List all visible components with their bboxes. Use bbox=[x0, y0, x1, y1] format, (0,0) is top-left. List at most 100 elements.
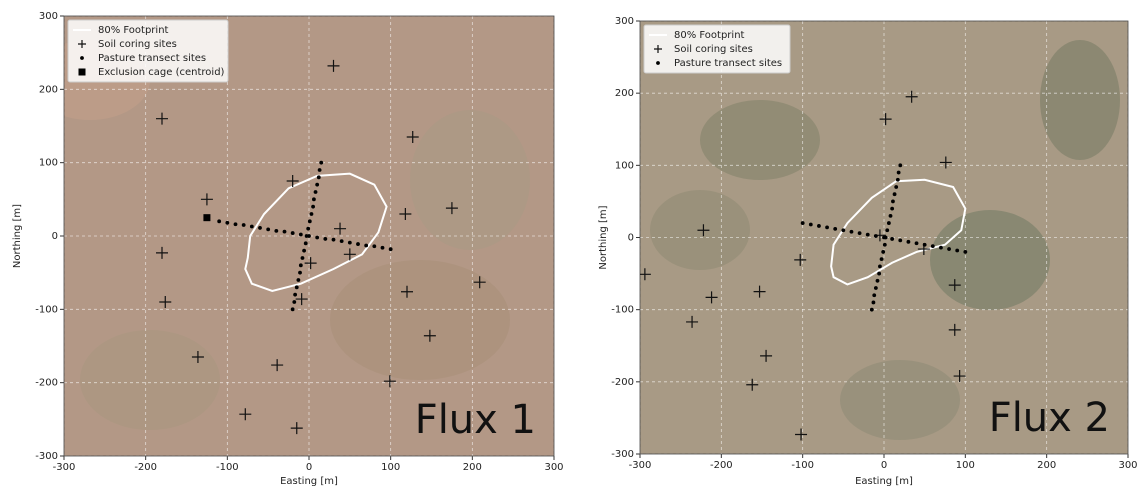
transect-site bbox=[258, 226, 262, 230]
transect-site bbox=[893, 192, 897, 196]
transect-site bbox=[296, 278, 300, 282]
y-tick-label: 0 bbox=[628, 233, 634, 244]
transect-site bbox=[877, 272, 881, 276]
transect-site bbox=[308, 219, 312, 223]
transect-site bbox=[897, 171, 901, 175]
legend-symbol bbox=[79, 69, 86, 76]
imagery-patch bbox=[840, 360, 960, 440]
transect-site bbox=[372, 244, 376, 248]
transect-site bbox=[883, 243, 887, 247]
transect-site bbox=[302, 249, 306, 253]
transect-site bbox=[242, 223, 246, 227]
transect-site bbox=[876, 279, 880, 283]
y-tick-label: 100 bbox=[615, 160, 634, 171]
transect-site bbox=[825, 225, 829, 229]
transect-site bbox=[291, 307, 295, 311]
transect-site bbox=[898, 238, 902, 242]
transect-site bbox=[890, 237, 894, 241]
x-tick-label: 100 bbox=[381, 462, 400, 473]
transect-site bbox=[874, 286, 878, 290]
transect-site bbox=[292, 300, 296, 304]
figure: -300 -200 -100 0 100 200 300 -300 -200 -100 0 100 20… bbox=[0, 0, 1139, 488]
transect-site bbox=[872, 293, 876, 297]
transect-site bbox=[312, 197, 316, 201]
x-axis-label: Easting [m] bbox=[855, 476, 913, 487]
x-tick-label: -200 bbox=[134, 462, 157, 473]
transect-site bbox=[217, 219, 221, 223]
transect-site bbox=[306, 227, 310, 231]
transect-site bbox=[801, 221, 805, 225]
transect-site bbox=[880, 257, 884, 261]
transect-site bbox=[881, 250, 885, 254]
legend-label: Pasture transect sites bbox=[674, 58, 782, 69]
transect-site bbox=[939, 246, 943, 250]
transect-site bbox=[283, 230, 287, 234]
transect-site bbox=[841, 228, 845, 232]
y-tick-label: 300 bbox=[615, 16, 634, 27]
imagery-patch bbox=[410, 110, 530, 250]
imagery-patch bbox=[1040, 40, 1120, 160]
transect-site bbox=[809, 223, 813, 227]
transect-site bbox=[885, 228, 889, 232]
x-tick-label: 300 bbox=[1118, 460, 1137, 471]
transect-site bbox=[298, 271, 302, 275]
y-tick-label: -300 bbox=[35, 451, 58, 462]
transect-site bbox=[887, 221, 891, 225]
transect-site bbox=[293, 293, 297, 297]
transect-site bbox=[870, 308, 874, 312]
transect-site bbox=[315, 236, 319, 240]
transect-site bbox=[234, 222, 238, 226]
transect-site bbox=[332, 238, 336, 242]
legend-label: Exclusion cage (centroid) bbox=[98, 67, 225, 78]
transect-site bbox=[356, 242, 360, 246]
transect-site bbox=[317, 175, 321, 179]
y-tick-label: 300 bbox=[39, 11, 58, 22]
transect-site bbox=[878, 264, 882, 268]
y-tick-label: -200 bbox=[35, 378, 58, 389]
transect-site bbox=[364, 244, 368, 248]
y-tick-label: 200 bbox=[615, 88, 634, 99]
exclusion-cage bbox=[203, 214, 210, 221]
imagery-patch bbox=[930, 210, 1050, 310]
transect-site bbox=[872, 301, 876, 305]
legend-symbol bbox=[80, 56, 84, 60]
transect-site bbox=[963, 250, 967, 254]
transect-site bbox=[947, 247, 951, 251]
transect-site bbox=[874, 234, 878, 238]
transect-site bbox=[858, 231, 862, 235]
legend-label: 80% Footprint bbox=[98, 25, 169, 36]
y-tick-label: -100 bbox=[611, 305, 634, 316]
transect-site bbox=[833, 227, 837, 231]
transect-site bbox=[348, 241, 352, 245]
x-tick-label: -100 bbox=[791, 460, 814, 471]
transect-site bbox=[907, 240, 911, 244]
y-tick-label: 200 bbox=[39, 84, 58, 95]
x-tick-label: -300 bbox=[629, 460, 652, 471]
transect-site bbox=[898, 163, 902, 167]
transect-site bbox=[889, 214, 893, 218]
legend-label: Soil coring sites bbox=[98, 39, 177, 50]
annotation: Flux 1 bbox=[415, 397, 536, 443]
transect-site bbox=[894, 185, 898, 189]
y-tick-label: -100 bbox=[35, 304, 58, 315]
transect-site bbox=[850, 230, 854, 234]
transect-site bbox=[896, 178, 900, 182]
imagery-patch bbox=[80, 330, 220, 430]
transect-site bbox=[389, 247, 393, 251]
x-tick-label: -200 bbox=[710, 460, 733, 471]
transect-site bbox=[866, 233, 870, 237]
transect-site bbox=[323, 237, 327, 241]
transect-site bbox=[314, 190, 318, 194]
transect-site bbox=[301, 256, 305, 260]
y-tick-label: 100 bbox=[39, 158, 58, 169]
transect-site bbox=[304, 241, 308, 245]
y-tick-label: 0 bbox=[52, 231, 58, 242]
transect-site bbox=[891, 200, 895, 204]
transect-site bbox=[955, 249, 959, 253]
x-axis-label: Easting [m] bbox=[280, 476, 338, 487]
transect-site bbox=[299, 263, 303, 267]
